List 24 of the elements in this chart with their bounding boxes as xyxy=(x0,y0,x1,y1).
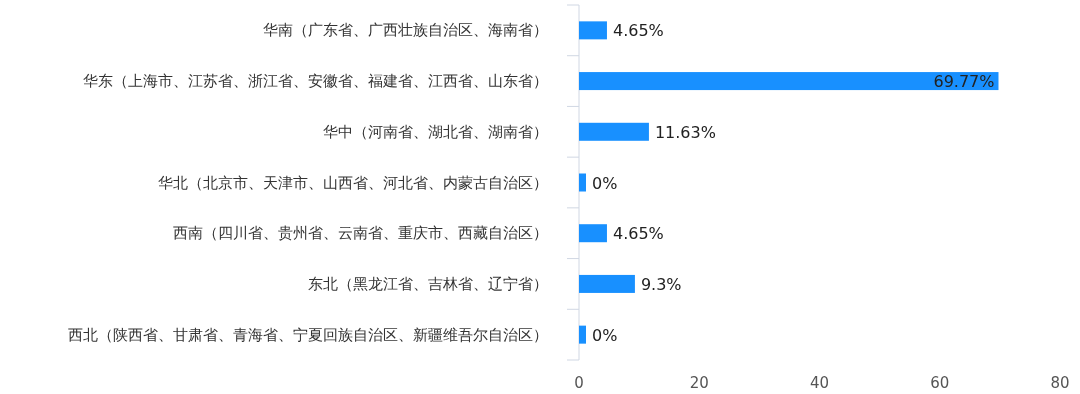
data-label: 0% xyxy=(592,173,618,193)
bar xyxy=(579,274,635,293)
y-tick-label: 华南（广东省、广西壮族自治区、海南省） xyxy=(263,21,548,40)
y-tick-label: 华中（河南省、湖北省、湖南省） xyxy=(323,122,548,141)
data-label: 69.77% xyxy=(933,72,995,92)
bar xyxy=(579,21,607,40)
x-tick-label: 0 xyxy=(574,374,584,392)
y-tick-label: 西南（四川省、贵州省、云南省、重庆市、西藏自治区） xyxy=(173,224,548,243)
x-tick-label: 20 xyxy=(689,374,709,392)
x-tick-label: 80 xyxy=(1050,374,1070,392)
data-label: 4.65% xyxy=(612,21,664,41)
x-tick-label: 40 xyxy=(809,374,830,392)
bar xyxy=(579,72,999,91)
data-label: 11.63% xyxy=(654,122,716,142)
bar xyxy=(579,224,607,243)
x-tick-label: 60 xyxy=(930,374,950,392)
data-label: 9.3% xyxy=(640,274,682,294)
y-tick-label: 华东（上海市、江苏省、浙江省、安徽省、福建省、江西省、山东省） xyxy=(83,72,548,91)
data-label: 0% xyxy=(592,325,618,345)
data-label: 4.65% xyxy=(612,224,664,244)
y-tick-label: 西北（陕西省、甘肃省、青海省、宁夏回族自治区、新疆维吾尔自治区） xyxy=(68,325,548,344)
y-tick-label: 东北（黑龙江省、吉林省、辽宁省） xyxy=(308,274,548,293)
y-tick-label: 华北（北京市、天津市、山西省、河北省、内蒙古自治区） xyxy=(158,173,548,192)
bar xyxy=(579,122,649,141)
